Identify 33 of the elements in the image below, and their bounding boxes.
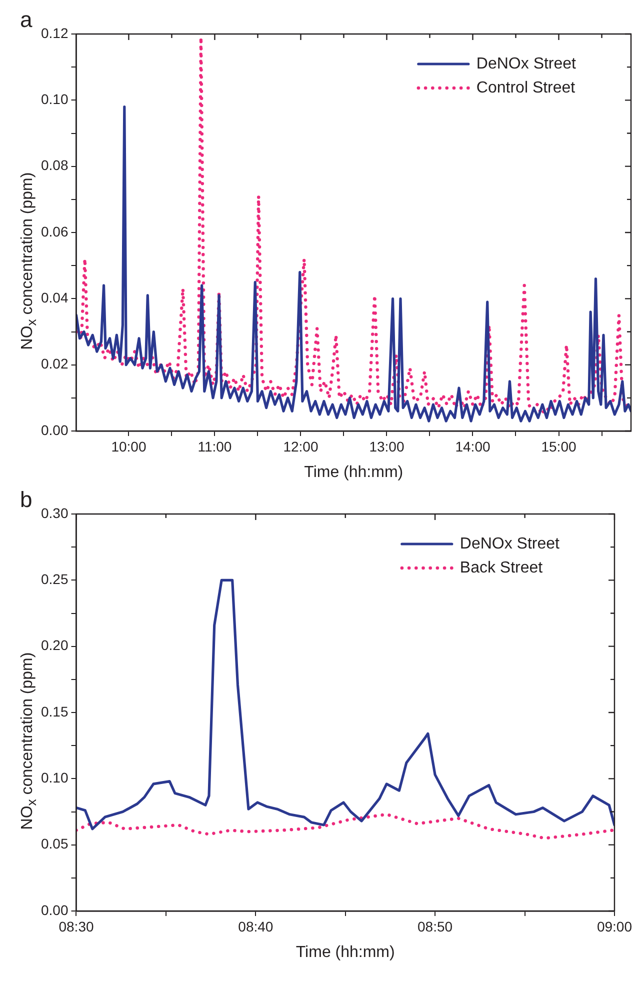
y-tick-label: 0.05 — [41, 836, 68, 852]
x-tick-label: 11:00 — [198, 438, 232, 454]
x-tick-label: 09:00 — [596, 918, 632, 934]
chart-title: b — [20, 487, 32, 512]
y-tick-label: 0.06 — [41, 223, 68, 240]
y-tick-label: 0.10 — [41, 91, 68, 108]
legend-label: DeNOx Street — [460, 535, 560, 552]
y-tick-label: 0.00 — [41, 902, 68, 918]
x-tick-label: 13:00 — [369, 438, 404, 454]
x-axis-title: Time (hh:mm) — [304, 464, 404, 481]
y-tick-label: 0.04 — [41, 290, 68, 306]
y-tick-label: 0.02 — [41, 356, 68, 372]
x-tick-label: 15:00 — [541, 438, 576, 454]
y-tick-label: 0.20 — [41, 637, 68, 654]
y-tick-label: 0.12 — [41, 24, 68, 41]
y-tick-label: 0.08 — [41, 157, 68, 174]
legend-label: Back Street — [460, 559, 544, 576]
legend-label: DeNOx Street — [476, 55, 577, 72]
x-tick-label: 12:00 — [283, 438, 318, 454]
x-tick-label: 08:30 — [58, 918, 94, 934]
x-tick-label: 14:00 — [455, 438, 490, 454]
y-tick-label: 0.15 — [41, 703, 68, 720]
y-tick-label: 0.25 — [41, 571, 68, 588]
y-tick-label: 0.10 — [41, 770, 68, 786]
legend-label: Control Street — [476, 79, 576, 96]
y-tick-label: 0.00 — [41, 422, 68, 438]
line-series — [76, 812, 614, 840]
x-tick-label: 10:00 — [111, 438, 146, 454]
x-tick-label: 08:50 — [418, 918, 453, 934]
chart-title: a — [20, 7, 33, 32]
y-tick-label: 0.30 — [41, 504, 68, 521]
x-tick-label: 08:40 — [238, 918, 274, 934]
x-axis-title: Time (hh:mm) — [296, 944, 395, 961]
